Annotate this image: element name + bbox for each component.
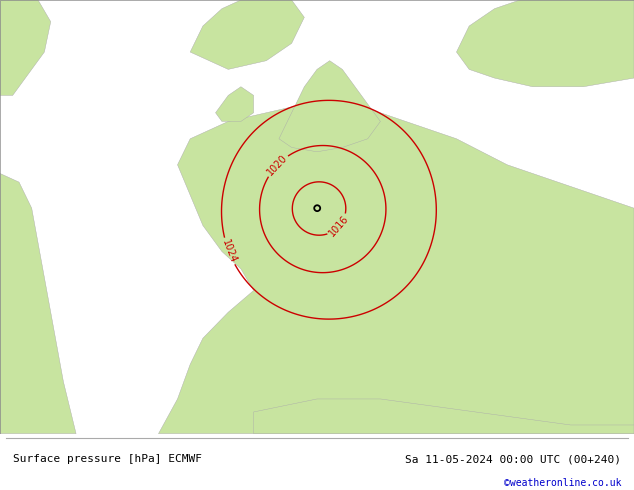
Polygon shape (216, 87, 254, 122)
Text: 1024: 1024 (220, 238, 238, 265)
Polygon shape (190, 0, 304, 70)
Text: 1020: 1020 (265, 153, 289, 178)
Text: Sa 11-05-2024 00:00 UTC (00+240): Sa 11-05-2024 00:00 UTC (00+240) (405, 454, 621, 464)
Text: 1016: 1016 (327, 214, 351, 239)
Polygon shape (0, 0, 51, 96)
Polygon shape (0, 173, 76, 434)
Polygon shape (158, 96, 634, 434)
Polygon shape (254, 399, 634, 434)
Text: Surface pressure [hPa] ECMWF: Surface pressure [hPa] ECMWF (13, 454, 202, 464)
Text: ©weatheronline.co.uk: ©weatheronline.co.uk (504, 478, 621, 488)
Polygon shape (456, 0, 634, 87)
Polygon shape (279, 61, 380, 152)
